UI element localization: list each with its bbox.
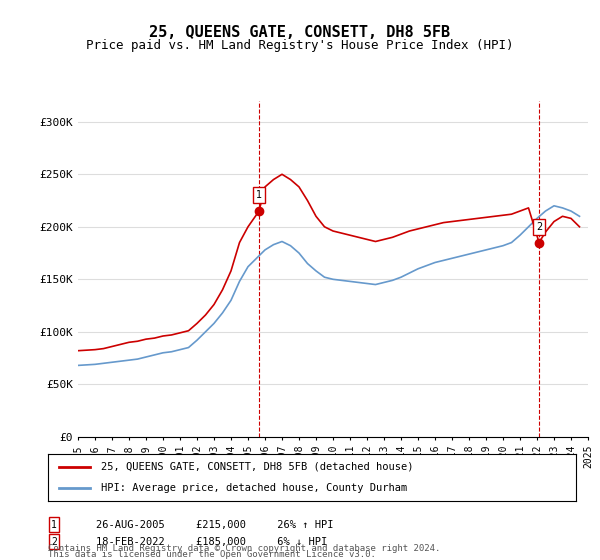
Text: 1: 1: [51, 520, 57, 530]
Text: 2: 2: [536, 222, 542, 232]
Text: 18-FEB-2022     £185,000     6% ↓ HPI: 18-FEB-2022 £185,000 6% ↓ HPI: [96, 536, 327, 547]
Text: 26-AUG-2005     £215,000     26% ↑ HPI: 26-AUG-2005 £215,000 26% ↑ HPI: [96, 520, 334, 530]
Text: 1: 1: [256, 190, 262, 200]
Text: 25, QUEENS GATE, CONSETT, DH8 5FB (detached house): 25, QUEENS GATE, CONSETT, DH8 5FB (detac…: [101, 462, 413, 472]
Text: Price paid vs. HM Land Registry's House Price Index (HPI): Price paid vs. HM Land Registry's House …: [86, 39, 514, 52]
Text: Contains HM Land Registry data © Crown copyright and database right 2024.: Contains HM Land Registry data © Crown c…: [48, 544, 440, 553]
Text: HPI: Average price, detached house, County Durham: HPI: Average price, detached house, Coun…: [101, 483, 407, 493]
Text: This data is licensed under the Open Government Licence v3.0.: This data is licensed under the Open Gov…: [48, 550, 376, 559]
Text: 25, QUEENS GATE, CONSETT, DH8 5FB: 25, QUEENS GATE, CONSETT, DH8 5FB: [149, 25, 451, 40]
Text: 2: 2: [51, 536, 57, 547]
